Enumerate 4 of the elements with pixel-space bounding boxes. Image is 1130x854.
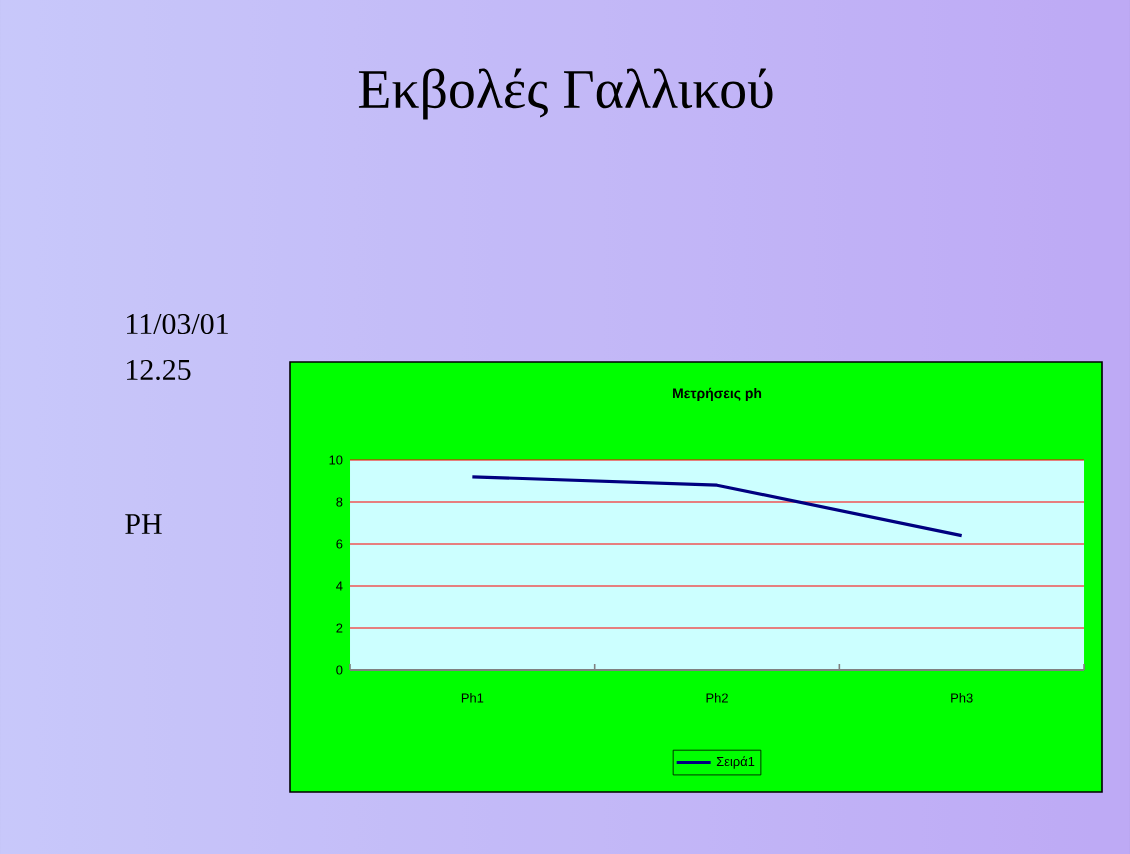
text: 11/03/01 (127, 313, 228, 335)
text: Εκβολές Γαλλικού (358, 68, 773, 120)
text: PH (125, 514, 162, 534)
text: 12.25 (127, 359, 191, 381)
